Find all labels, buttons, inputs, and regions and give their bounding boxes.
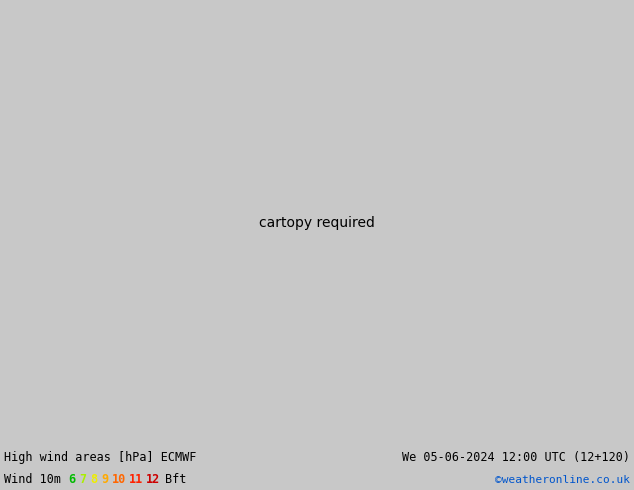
Text: 6: 6	[68, 473, 75, 487]
Text: 8: 8	[90, 473, 97, 487]
Text: Bft: Bft	[165, 473, 186, 487]
Text: We 05-06-2024 12:00 UTC (12+120): We 05-06-2024 12:00 UTC (12+120)	[402, 451, 630, 465]
Text: High wind areas [hPa] ECMWF: High wind areas [hPa] ECMWF	[4, 451, 197, 465]
Text: 7: 7	[79, 473, 86, 487]
Text: Wind 10m: Wind 10m	[4, 473, 61, 487]
Text: 12: 12	[146, 473, 160, 487]
Text: 9: 9	[101, 473, 108, 487]
Text: ©weatheronline.co.uk: ©weatheronline.co.uk	[495, 475, 630, 485]
Text: cartopy required: cartopy required	[259, 216, 375, 230]
Text: 11: 11	[129, 473, 143, 487]
Text: 10: 10	[112, 473, 126, 487]
